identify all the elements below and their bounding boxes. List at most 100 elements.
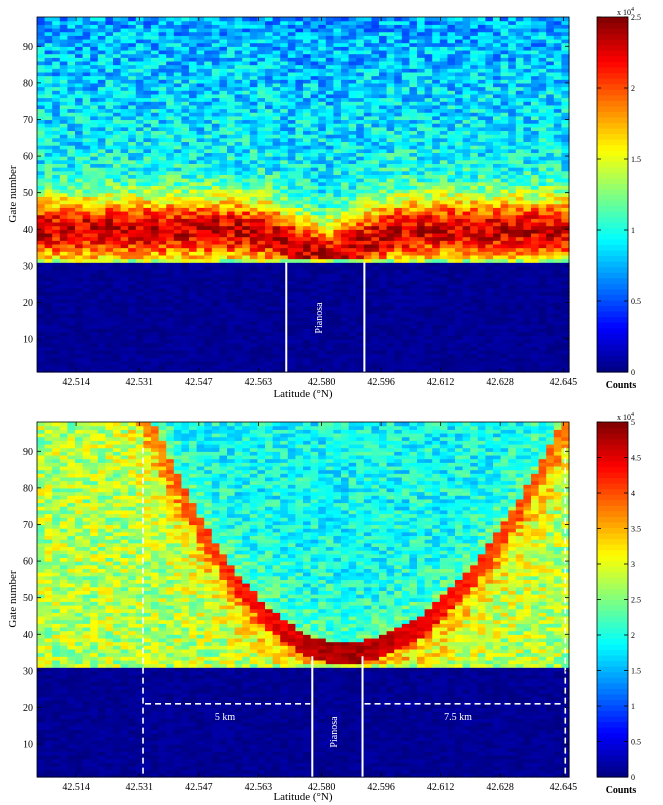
heatmap-cell xyxy=(173,258,182,263)
heatmap-cell xyxy=(105,284,114,289)
heatmap-cell xyxy=(401,313,410,318)
heatmap-cell xyxy=(394,207,403,212)
heatmap-cell xyxy=(158,258,167,263)
heatmap-cell xyxy=(439,291,448,296)
heatmap-cell xyxy=(485,218,494,223)
heatmap-cell xyxy=(211,236,220,241)
heatmap-cell xyxy=(135,262,144,267)
heatmap-cell xyxy=(265,130,274,135)
heatmap-cell xyxy=(173,207,182,212)
heatmap-cell xyxy=(135,313,144,318)
heatmap-cell xyxy=(166,225,175,230)
heatmap-cell xyxy=(59,306,68,311)
heatmap-cell xyxy=(265,163,274,168)
heatmap-cell xyxy=(97,236,106,241)
heatmap-cell xyxy=(477,163,486,168)
heatmap-cell xyxy=(227,189,236,194)
heatmap-cell xyxy=(424,350,433,355)
heatmap-cell xyxy=(75,185,84,190)
heatmap-cell xyxy=(386,221,395,227)
heatmap-cell xyxy=(508,298,517,304)
heatmap-cell xyxy=(105,313,114,318)
heatmap-cell xyxy=(135,207,144,212)
heatmap-cell xyxy=(356,287,365,293)
heatmap-cell xyxy=(75,112,84,117)
heatmap-cell xyxy=(128,247,137,252)
heatmap-cell xyxy=(189,258,198,263)
heatmap-cell xyxy=(234,269,243,274)
heatmap-cell xyxy=(242,240,251,245)
heatmap-cell xyxy=(67,280,76,285)
heatmap-cell xyxy=(500,368,509,373)
heatmap-cell xyxy=(401,287,410,293)
heatmap-cell xyxy=(371,218,380,223)
heatmap-cell xyxy=(493,295,502,300)
heatmap-cell xyxy=(234,167,243,172)
heatmap-cell xyxy=(477,221,486,227)
heatmap-cell xyxy=(219,346,228,351)
heatmap-cell xyxy=(553,251,562,256)
heatmap-cell xyxy=(75,170,84,175)
heatmap-cell xyxy=(561,178,570,183)
heatmap-cell xyxy=(265,262,274,267)
heatmap-cell xyxy=(424,218,433,223)
heatmap-cell xyxy=(508,170,517,175)
heatmap-cell xyxy=(546,236,555,241)
heatmap-cell xyxy=(90,189,99,194)
heatmap-cell xyxy=(211,276,220,282)
heatmap-cell xyxy=(485,115,494,121)
heatmap-cell xyxy=(439,302,448,307)
heatmap-cell xyxy=(280,298,289,304)
heatmap-cell xyxy=(561,262,570,267)
heatmap-cell xyxy=(135,335,144,340)
heatmap-cell xyxy=(135,236,144,241)
heatmap-cell xyxy=(67,167,76,172)
heatmap-cell xyxy=(166,134,175,139)
heatmap-cell xyxy=(67,361,76,366)
heatmap-cell xyxy=(52,251,61,256)
heatmap-cell xyxy=(287,174,296,179)
heatmap-cell xyxy=(523,178,532,183)
heatmap-cell xyxy=(59,152,68,157)
heatmap-cell xyxy=(90,265,99,271)
heatmap-cell xyxy=(265,269,274,274)
heatmap-cell xyxy=(59,339,68,344)
heatmap-cell xyxy=(249,313,258,318)
heatmap-cell xyxy=(120,346,129,351)
heatmap-cell xyxy=(249,115,258,121)
heatmap-cell xyxy=(227,236,236,241)
heatmap-cell xyxy=(356,306,365,311)
heatmap-cell xyxy=(462,291,471,296)
heatmap-cell xyxy=(523,214,532,219)
heatmap-cell xyxy=(462,123,471,128)
heatmap-cell xyxy=(257,210,266,216)
heatmap-cell xyxy=(90,309,99,315)
heatmap-cell xyxy=(310,170,319,175)
heatmap-cell xyxy=(432,357,441,362)
heatmap-cell xyxy=(211,170,220,175)
heatmap-cell xyxy=(553,174,562,179)
heatmap-cell xyxy=(515,357,524,362)
heatmap-cell xyxy=(447,339,456,344)
heatmap-cell xyxy=(158,273,167,278)
heatmap-cell xyxy=(97,181,106,186)
heatmap-cell xyxy=(417,145,426,150)
heatmap-cell xyxy=(257,123,266,128)
heatmap-cell xyxy=(219,287,228,293)
heatmap-cell xyxy=(189,240,198,245)
heatmap-cell xyxy=(280,207,289,212)
heatmap-cell xyxy=(303,342,312,347)
heatmap-cell xyxy=(417,291,426,296)
heatmap-cell xyxy=(181,108,190,113)
heatmap-cell xyxy=(166,317,175,322)
heatmap-cell xyxy=(211,163,220,168)
heatmap-cell xyxy=(120,119,129,124)
heatmap-cell xyxy=(485,163,494,168)
heatmap-cell xyxy=(44,339,53,344)
heatmap-cell xyxy=(67,156,76,161)
heatmap-cell xyxy=(531,298,540,304)
heatmap-cell xyxy=(234,287,243,293)
heatmap-cell xyxy=(379,364,388,369)
heatmap-cell xyxy=(265,368,274,373)
heatmap-cell xyxy=(280,273,289,278)
